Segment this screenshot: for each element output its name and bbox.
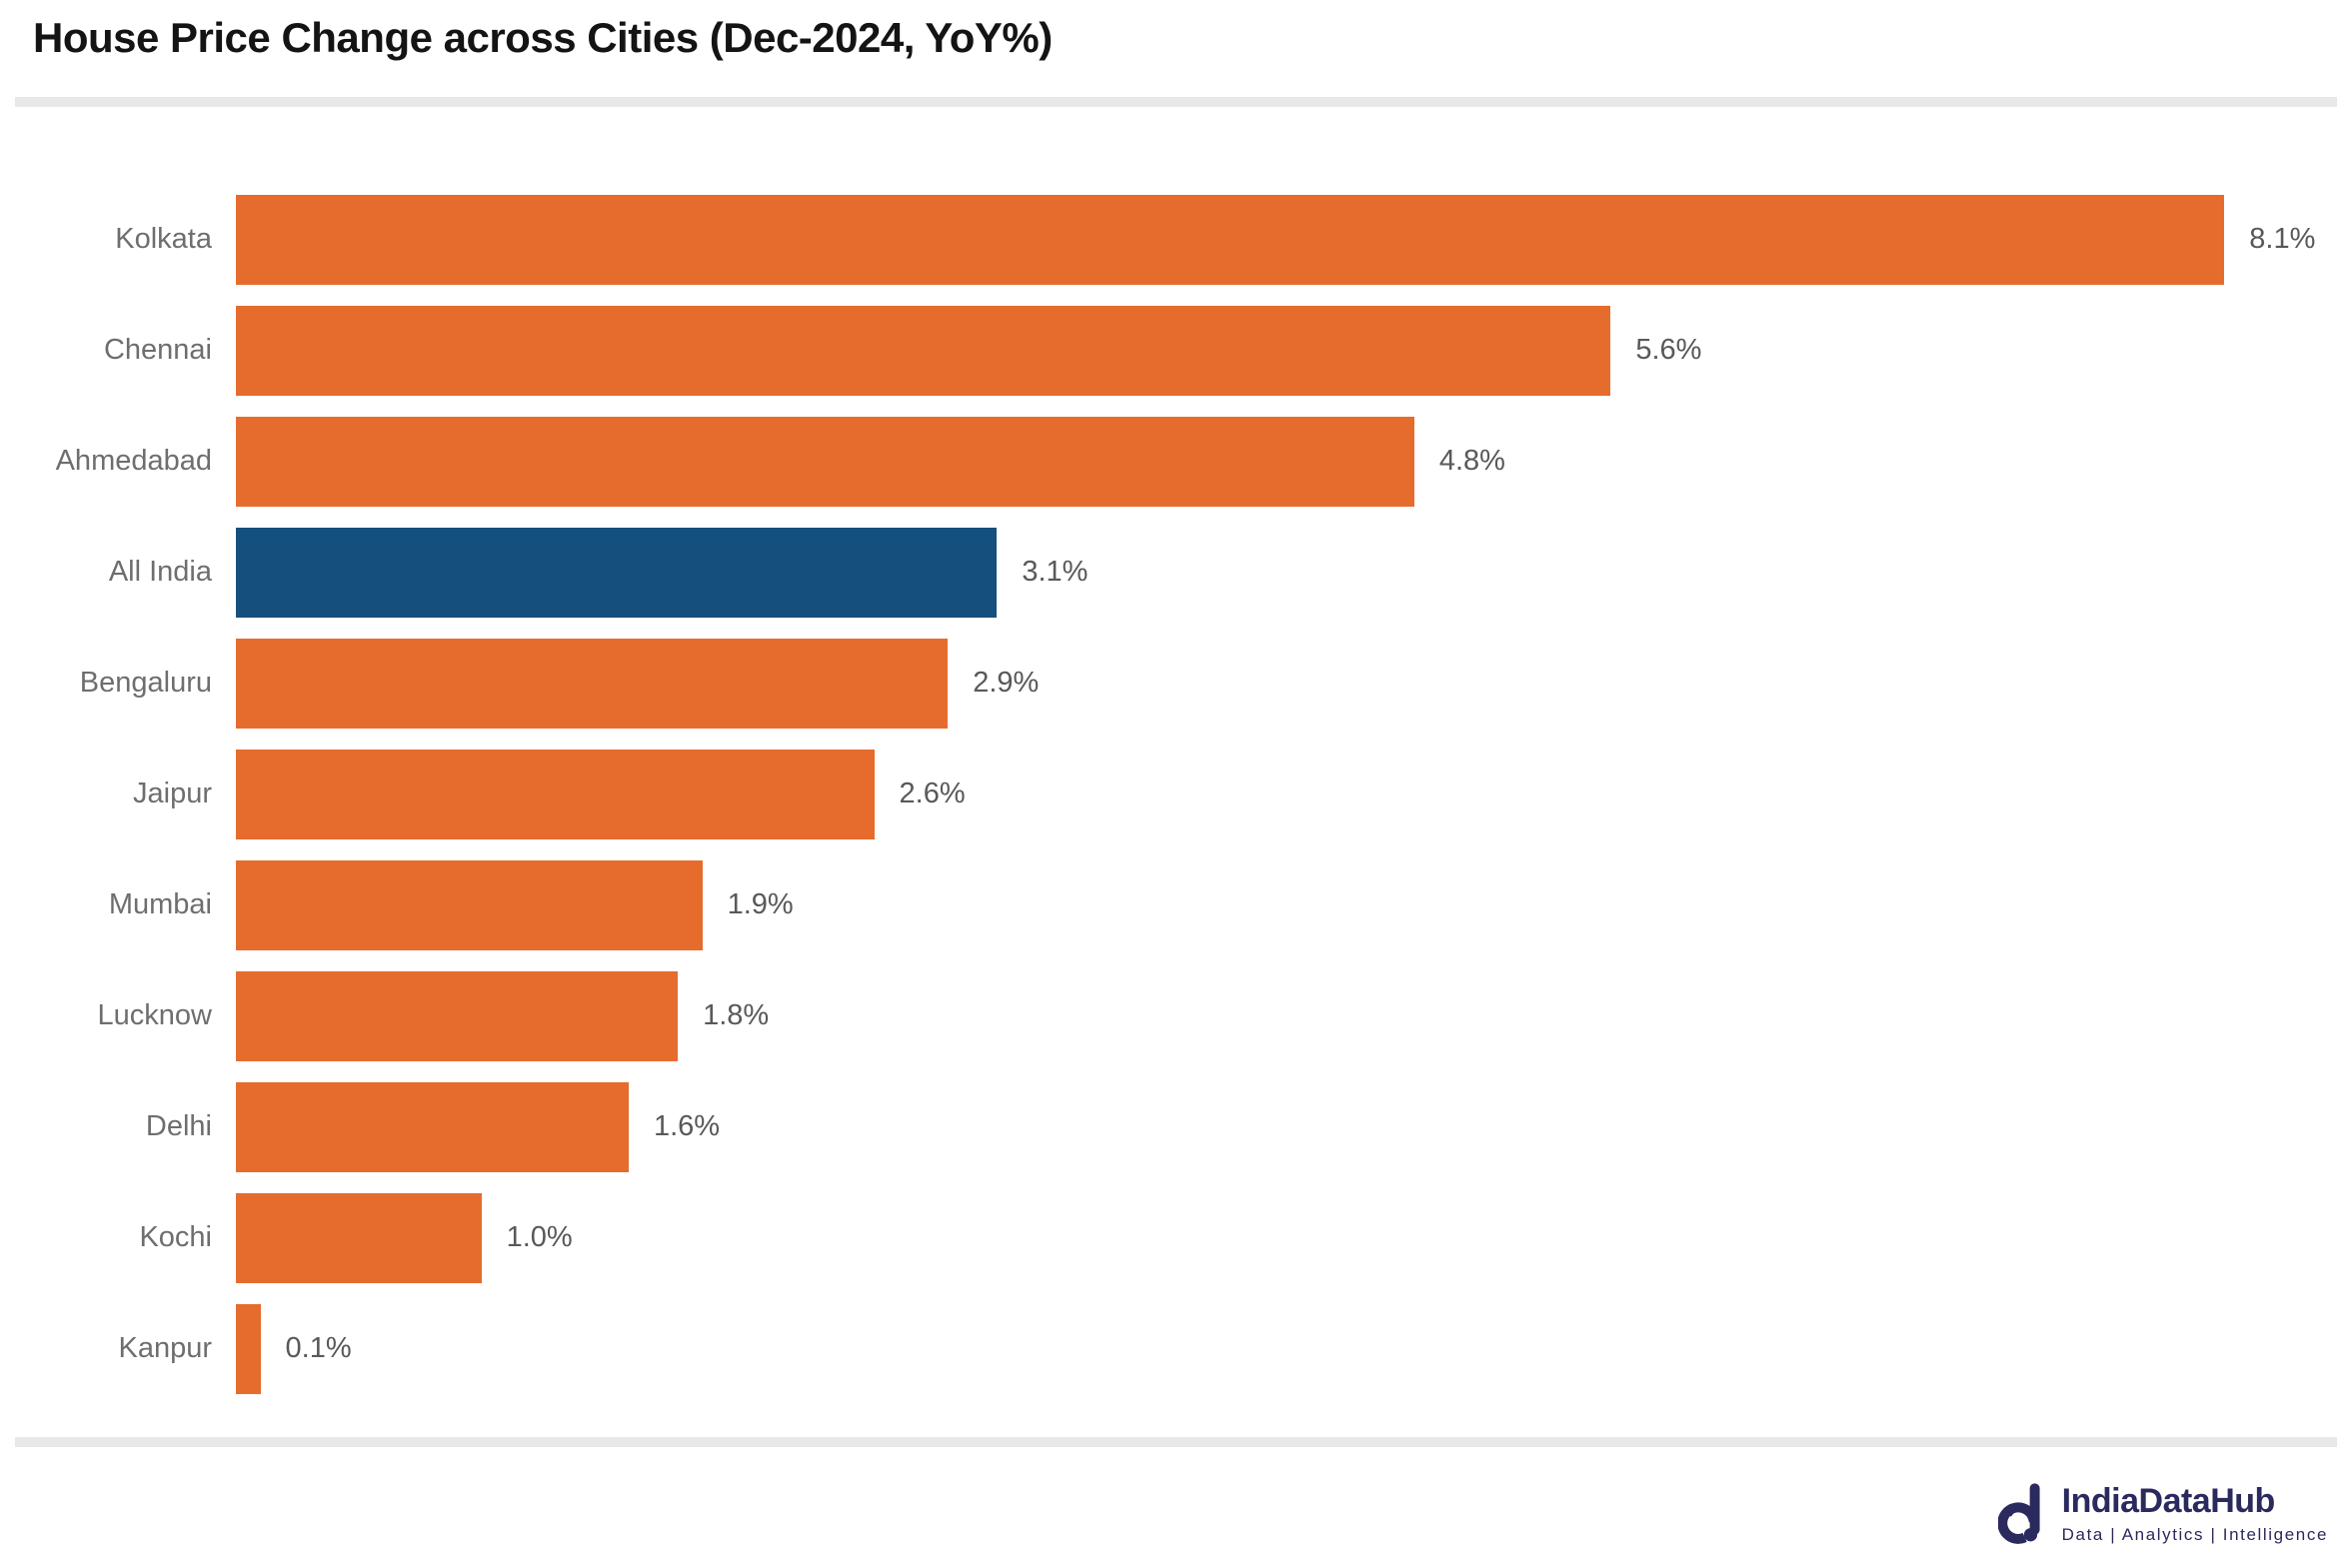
value-label: 5.6% (1635, 334, 1702, 366)
brand-tagline: Data | Analytics | Intelligence (2061, 1524, 2328, 1544)
category-label: Delhi (145, 1110, 212, 1142)
value-label: 8.1% (2249, 223, 2316, 255)
bar (236, 638, 949, 729)
value-label: 1.9% (727, 888, 794, 920)
category-label: Bengaluru (79, 667, 212, 699)
category-label: Kolkata (115, 223, 212, 255)
value-label: 2.9% (973, 667, 1040, 699)
bar-row: Kochi 1.0% (0, 1182, 2352, 1293)
value-label: 2.6% (899, 778, 966, 809)
category-label: Ahmedabad (55, 445, 212, 477)
chart-title: House Price Change across Cities (Dec-20… (33, 14, 1053, 61)
bar-row: Bengaluru 2.9% (0, 628, 2352, 739)
bar-track: 0.1% (236, 1303, 2352, 1394)
value-label: 3.1% (1022, 556, 1089, 588)
value-label: 0.1% (285, 1332, 352, 1364)
category-label: Chennai (103, 334, 212, 366)
category-label: Mumbai (108, 888, 212, 920)
bar (236, 749, 875, 839)
bar-track: 2.9% (236, 638, 2352, 729)
bar (236, 970, 679, 1061)
bar-row: Chennai 5.6% (0, 295, 2352, 406)
bar (236, 527, 998, 618)
bar-row: Kanpur 0.1% (0, 1293, 2352, 1404)
category-label: Kochi (139, 1221, 212, 1253)
bar (236, 416, 1414, 507)
category-label: All India (108, 556, 212, 588)
category-label: Jaipur (133, 778, 212, 809)
brand-logo-icon (1997, 1483, 2040, 1544)
bar-row: Kolkata 8.1% (0, 184, 2352, 295)
bar (236, 1303, 261, 1394)
bar-row: Ahmedabad 4.8% (0, 406, 2352, 517)
value-label: 1.0% (506, 1221, 573, 1253)
bar-row: Jaipur 2.6% (0, 739, 2352, 849)
bar-track: 5.6% (236, 305, 2352, 396)
brand-logo: IndiaDataHub Data | Analytics | Intellig… (1997, 1480, 2328, 1548)
brand-name: IndiaDataHub (2061, 1482, 2276, 1521)
category-label: Kanpur (118, 1332, 212, 1364)
bar (236, 859, 703, 950)
value-label: 1.8% (703, 999, 770, 1031)
bar-track: 2.6% (236, 749, 2352, 839)
value-label: 1.6% (653, 1110, 721, 1142)
footer-divider (15, 1437, 2337, 1447)
bar-row: Delhi 1.6% (0, 1071, 2352, 1182)
bar-track: 1.8% (236, 970, 2352, 1061)
bar (236, 305, 1611, 396)
bar-chart: Kolkata 8.1% Chennai 5.6% Ahmedabad 4.8% All I… (0, 184, 2352, 1404)
bar (236, 194, 2225, 285)
bar-track: 1.0% (236, 1192, 2352, 1283)
brand-text-block: IndiaDataHub Data | Analytics | Intellig… (2061, 1482, 2328, 1544)
bar-row: All India 3.1% (0, 517, 2352, 628)
header-divider (15, 97, 2337, 107)
bar-row: Mumbai 1.9% (0, 849, 2352, 960)
bar (236, 1081, 629, 1172)
bar-track: 1.6% (236, 1081, 2352, 1172)
bar-track: 1.9% (236, 859, 2352, 950)
category-label: Lucknow (97, 999, 212, 1031)
bar-track: 3.1% (236, 527, 2352, 618)
value-label: 4.8% (1438, 445, 1505, 477)
bar-row: Lucknow 1.8% (0, 960, 2352, 1071)
bar-track: 4.8% (236, 416, 2352, 507)
bar (236, 1192, 482, 1283)
bar-track: 8.1% (236, 194, 2352, 285)
